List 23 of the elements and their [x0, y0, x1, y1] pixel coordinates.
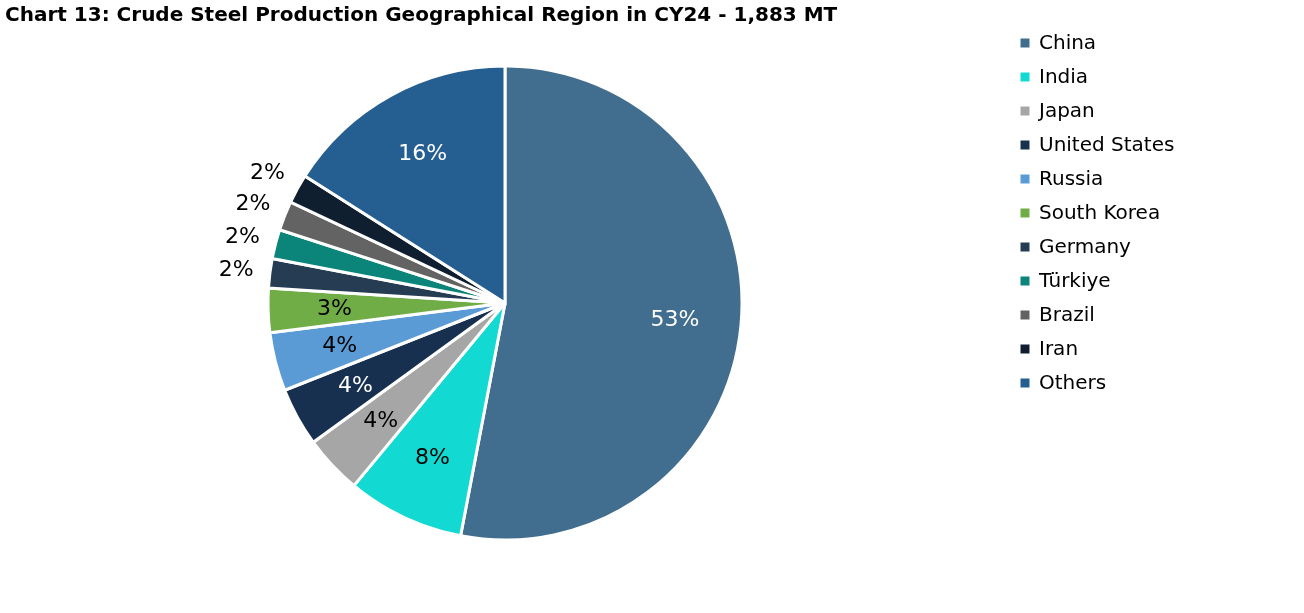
data-label: 4%: [322, 332, 358, 358]
chart-title: Chart 13: Crude Steel Production Geographical Region in CY24 - 1,883 MT: [5, 2, 838, 26]
data-label: 2%: [235, 190, 271, 216]
data-label: 2%: [225, 222, 260, 248]
data-label: 2%: [218, 256, 254, 282]
data-label: 8%: [414, 444, 450, 470]
legend-label: Germany: [1039, 234, 1132, 258]
legend-label: Türkiye: [1038, 268, 1111, 292]
legend-label: China: [1039, 30, 1097, 54]
legend-label: Japan: [1037, 98, 1095, 122]
legend-label: Others: [1039, 370, 1107, 394]
data-label: 4%: [363, 406, 399, 432]
legend-label: United States: [1039, 132, 1175, 156]
data-label: 2%: [250, 159, 285, 185]
data-label: 3%: [316, 295, 352, 321]
data-label: 53%: [650, 306, 700, 332]
data-label: 4%: [338, 372, 373, 398]
legend-label: Iran: [1039, 336, 1079, 360]
legend-label: Brazil: [1039, 302, 1095, 326]
legend-label: India: [1039, 64, 1089, 88]
legend-label: Russia: [1039, 166, 1104, 190]
data-label: 16%: [398, 140, 448, 166]
legend-label: South Korea: [1039, 200, 1161, 224]
